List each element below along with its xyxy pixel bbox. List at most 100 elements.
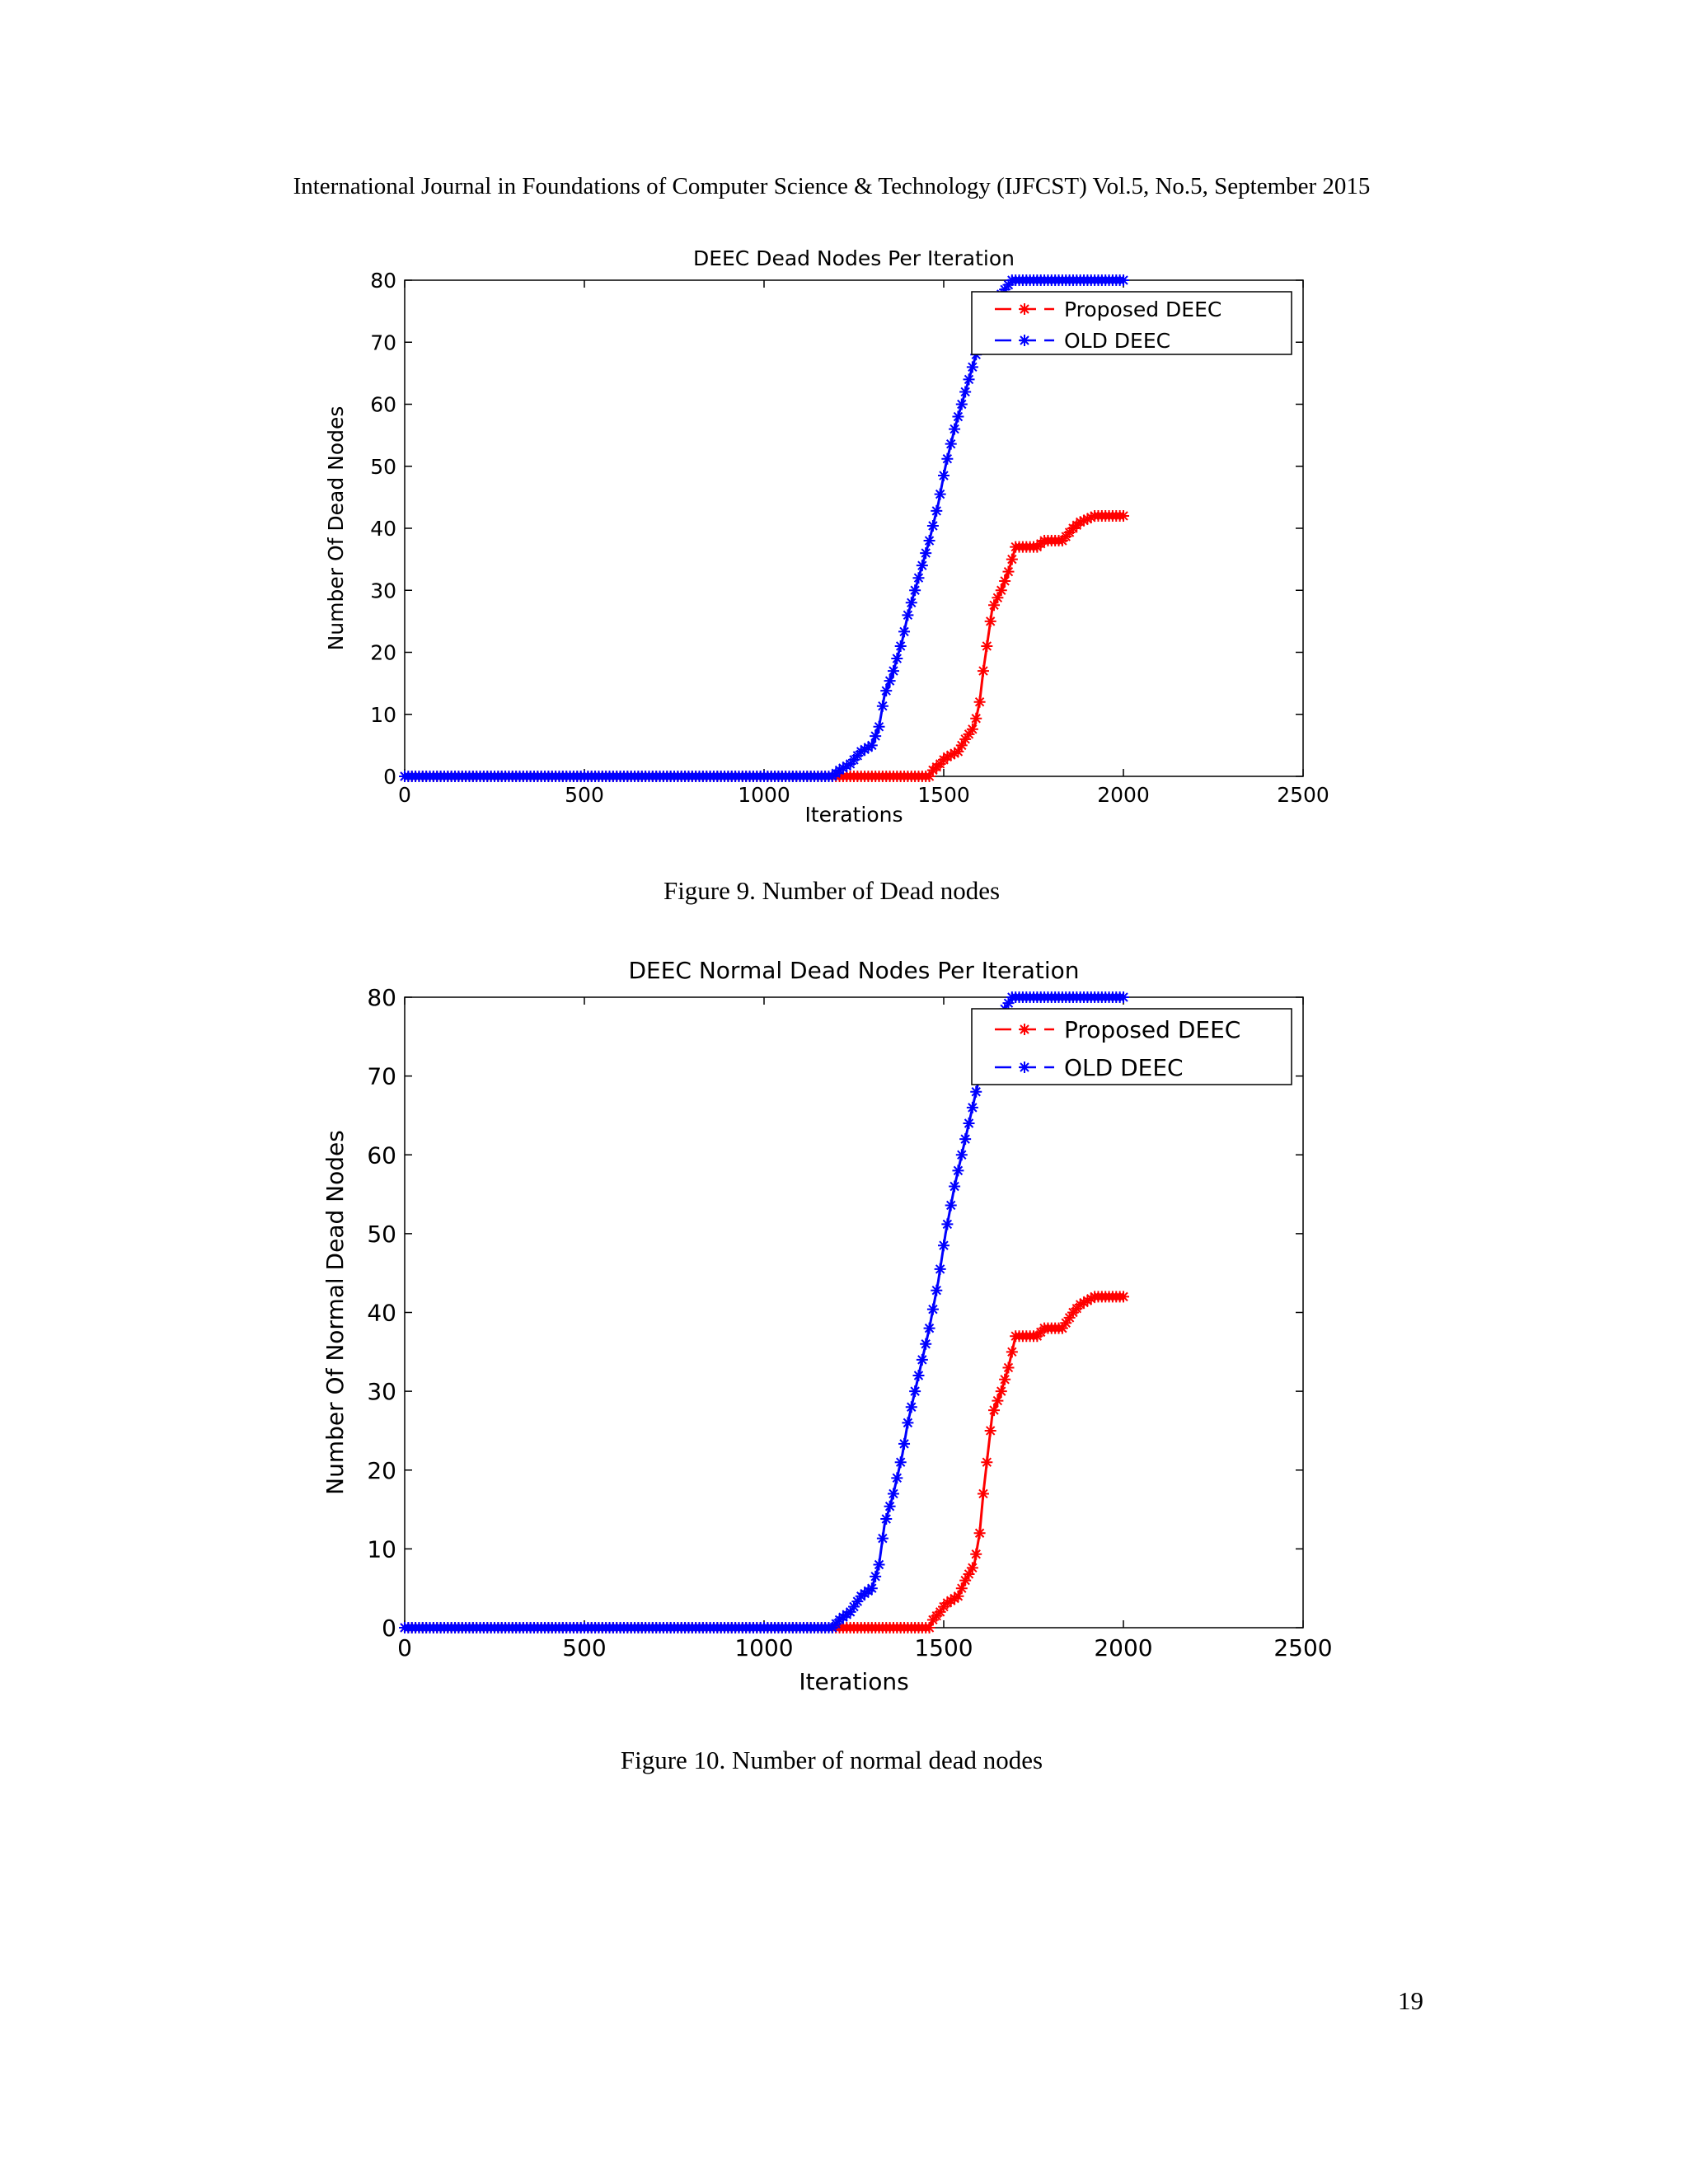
data-point (1002, 279, 1015, 291)
data-point (855, 745, 867, 757)
data-point (970, 712, 982, 724)
x-tick-label: 0 (397, 1634, 412, 1661)
y-tick-label: 40 (367, 1300, 396, 1327)
data-point (970, 1085, 982, 1098)
y-tick-label: 30 (370, 579, 396, 602)
data-point (1063, 1311, 1076, 1324)
y-tick-label: 20 (370, 641, 396, 665)
y-tick-label: 60 (367, 1141, 396, 1169)
legend-marker (1019, 1024, 1030, 1035)
data-point (1078, 514, 1090, 527)
data-point (949, 1180, 961, 1193)
data-point (1074, 516, 1086, 528)
data-point (941, 452, 954, 465)
data-point (955, 1582, 968, 1595)
data-point (952, 1165, 964, 1177)
data-point (1006, 553, 1018, 565)
data-point (844, 1605, 856, 1618)
data-point (876, 700, 889, 712)
data-point (884, 675, 896, 687)
page-number: 19 (1398, 1986, 1423, 2015)
data-point (894, 640, 907, 652)
data-point (1081, 1295, 1094, 1307)
chart-title: DEEC Normal Dead Nodes Per Iteration (628, 957, 1079, 984)
journal-header: International Journal in Foundations of … (293, 173, 1371, 199)
data-point (988, 599, 1001, 612)
legend-label: OLD DEEC (1064, 1054, 1184, 1081)
data-point (977, 1488, 989, 1500)
data-point (992, 1394, 1004, 1407)
data-point (931, 1284, 943, 1296)
data-point (955, 1149, 968, 1161)
data-point (859, 743, 871, 756)
data-point (848, 1601, 860, 1613)
data-point (963, 728, 975, 740)
data-point (970, 1548, 982, 1560)
legend: Proposed DEEC OLD DEEC (971, 1008, 1292, 1085)
data-point (873, 1558, 885, 1571)
data-point (966, 361, 978, 373)
legend-marker (1019, 303, 1030, 315)
data-point (1074, 1298, 1086, 1310)
data-point (999, 1373, 1011, 1385)
x-tick-label: 500 (562, 1634, 606, 1661)
data-point (1002, 565, 1015, 578)
y-tick-label: 80 (370, 269, 396, 293)
data-point (916, 560, 928, 572)
x-axis-label: Iterations (799, 1668, 908, 1695)
data-point (898, 626, 911, 638)
data-point (1006, 1346, 1018, 1358)
data-point (1118, 509, 1129, 522)
data-point (1002, 1361, 1015, 1374)
data-point (1118, 991, 1129, 1003)
legend: Proposed DEEC OLD DEEC (971, 291, 1292, 355)
data-point (955, 739, 968, 752)
y-tick-label: 20 (367, 1457, 396, 1484)
y-tick-label: 70 (367, 1063, 396, 1090)
legend-marker (1019, 335, 1030, 346)
y-tick-label: 10 (367, 1535, 396, 1563)
data-point (966, 1562, 978, 1574)
x-tick-label: 1500 (917, 783, 970, 807)
y-axis-label: Number Of Normal Dead Nodes (321, 1130, 349, 1495)
legend-label: OLD DEEC (1064, 329, 1170, 353)
data-point (984, 615, 996, 627)
data-point (923, 535, 935, 547)
data-point (973, 1527, 986, 1540)
data-point (966, 723, 978, 735)
y-axis-label: Number Of Dead Nodes (324, 406, 348, 651)
data-point (934, 1605, 946, 1618)
data-point (912, 572, 925, 584)
y-tick-label: 80 (367, 984, 396, 1011)
y-tick-label: 40 (370, 517, 396, 541)
y-tick-label: 50 (367, 1221, 396, 1248)
data-point (898, 1437, 911, 1450)
y-tick-label: 30 (367, 1378, 396, 1405)
y-tick-label: 0 (382, 1615, 396, 1642)
data-point (920, 1338, 932, 1350)
data-point (938, 470, 950, 482)
data-point (873, 720, 885, 733)
data-point (894, 1456, 907, 1469)
data-point (916, 1353, 928, 1366)
data-point (1002, 997, 1015, 1010)
y-tick-label: 70 (370, 330, 396, 354)
data-point (984, 1424, 996, 1436)
data-point (966, 1101, 978, 1113)
data-point (909, 584, 921, 597)
data-point (949, 748, 961, 760)
x-tick-label: 500 (565, 783, 604, 807)
data-point (973, 696, 986, 708)
data-point (923, 1622, 935, 1633)
data-point (952, 745, 964, 757)
legend-marker (1019, 1062, 1030, 1073)
data-point (941, 1596, 954, 1609)
data-point (981, 1456, 993, 1469)
data-point (926, 1303, 939, 1315)
x-tick-label: 1500 (914, 1634, 973, 1661)
data-point (905, 597, 917, 609)
data-point (909, 1385, 921, 1398)
data-point (988, 1404, 1001, 1417)
data-point (1081, 513, 1094, 525)
data-point (949, 423, 961, 435)
